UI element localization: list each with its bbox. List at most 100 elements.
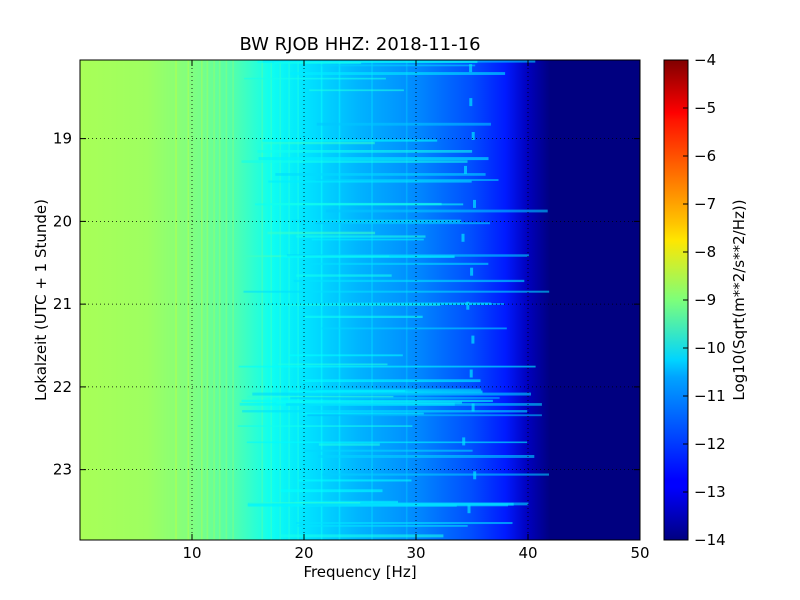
- transient-band: [241, 399, 493, 403]
- x-tick-label: 30: [406, 544, 425, 562]
- tonal-feature: [470, 267, 474, 276]
- colorbar-tick-label: −6: [694, 147, 716, 165]
- spectral-line: [206, 60, 209, 540]
- plot-area: [80, 60, 640, 540]
- transient-band: [315, 390, 406, 393]
- x-tick-label: 20: [294, 544, 313, 562]
- transient-band: [322, 473, 549, 476]
- colorbar-label: Log10(Sqrt(m**2/s**2/Hz)): [730, 199, 748, 400]
- transient-band: [288, 354, 403, 357]
- colorbar-tick-label: −7: [694, 195, 716, 213]
- transient-band: [252, 392, 532, 396]
- transient-band: [290, 397, 500, 399]
- transient-band: [301, 412, 424, 415]
- transient-band: [318, 443, 380, 446]
- y-tick-label: 20: [53, 212, 72, 230]
- spectral-line: [270, 60, 272, 540]
- tonal-feature: [473, 471, 477, 480]
- transient-band: [246, 441, 528, 444]
- transient-band: [315, 222, 490, 225]
- transient-band: [305, 503, 508, 507]
- spectral-line: [338, 60, 341, 540]
- plot-frame: [79, 59, 641, 541]
- y-tick-label: 23: [53, 461, 72, 479]
- transient-band: [237, 425, 413, 427]
- spectral-line: [320, 60, 323, 540]
- transient-band: [255, 203, 464, 206]
- transient-band: [285, 403, 542, 406]
- transient-band: [280, 489, 383, 493]
- spectral-line: [213, 60, 215, 540]
- transient-band: [248, 502, 361, 504]
- tonal-feature: [466, 301, 470, 310]
- spectral-line: [405, 60, 408, 540]
- transient-band: [244, 77, 386, 80]
- transient-band: [297, 525, 468, 527]
- transient-band: [257, 60, 478, 64]
- tonal-feature: [473, 199, 476, 208]
- transient-band: [293, 279, 525, 283]
- transient-band: [254, 304, 441, 306]
- transient-band: [302, 379, 481, 383]
- transient-band: [318, 455, 535, 458]
- colorbar-tick-label: −10: [694, 339, 726, 357]
- transient-band: [304, 449, 473, 452]
- spectral-line: [201, 60, 203, 540]
- transient-band: [262, 139, 438, 142]
- colorbar-tick-label: −13: [694, 483, 726, 501]
- transient-band: [247, 395, 394, 398]
- spectral-line: [187, 60, 190, 540]
- transient-band: [241, 160, 468, 163]
- transient-band: [257, 150, 473, 153]
- spectral-line: [297, 60, 299, 540]
- x-axis-ticks: 10 20 30 40 50: [182, 60, 650, 562]
- transient-band: [310, 388, 482, 391]
- x-tick-label: 50: [630, 544, 649, 562]
- tonal-feature: [469, 369, 473, 378]
- transient-band: [277, 363, 388, 366]
- spectrogram-image: [80, 60, 640, 540]
- transient-band: [325, 209, 548, 213]
- spectrogram-texture: [175, 60, 550, 540]
- tonal-feature: [471, 335, 475, 344]
- transient-band: [296, 522, 513, 525]
- transient-band: [321, 327, 507, 330]
- transient-band: [267, 231, 376, 235]
- tonal-feature: [462, 437, 466, 446]
- y-axis-label: Lokalzeit (UTC + 1 Stunde): [32, 199, 50, 401]
- tonal-feature: [469, 98, 473, 107]
- colorbar-tick-label: −12: [694, 435, 726, 453]
- transient-band: [258, 157, 489, 161]
- transient-band: [315, 179, 499, 181]
- colorbar-tick-label: −9: [694, 291, 716, 309]
- colorbar-tick-label: −11: [694, 387, 726, 405]
- spectral-line: [261, 60, 263, 540]
- tonal-feature: [471, 132, 475, 140]
- transient-band: [321, 64, 476, 67]
- spectral-line: [175, 60, 177, 540]
- tonal-feature: [467, 505, 471, 514]
- y-axis-ticks: 19 20 21 22 23: [53, 130, 640, 479]
- y-tick-label: 22: [53, 378, 72, 396]
- spectral-line: [288, 60, 290, 540]
- transient-band: [242, 410, 528, 413]
- tonal-feature: [461, 233, 465, 242]
- grid-lines: [80, 60, 640, 540]
- spectral-line: [232, 60, 234, 540]
- y-tick-label: 19: [53, 130, 72, 148]
- tonal-feature: [469, 64, 473, 73]
- transient-band: [316, 122, 491, 126]
- colorbar-tick-label: −14: [694, 531, 726, 549]
- transient-band: [275, 173, 486, 176]
- x-axis-label: Frequency [Hz]: [303, 563, 416, 581]
- transient-band: [276, 401, 462, 404]
- transient-band: [243, 290, 550, 293]
- transient-band: [296, 274, 392, 277]
- transient-band: [280, 534, 444, 538]
- tonal-feature: [471, 403, 475, 412]
- colorbar-tick-label: −4: [694, 51, 716, 69]
- spectral-line: [371, 60, 373, 540]
- x-tick-label: 40: [518, 544, 537, 562]
- transient-band: [281, 255, 455, 258]
